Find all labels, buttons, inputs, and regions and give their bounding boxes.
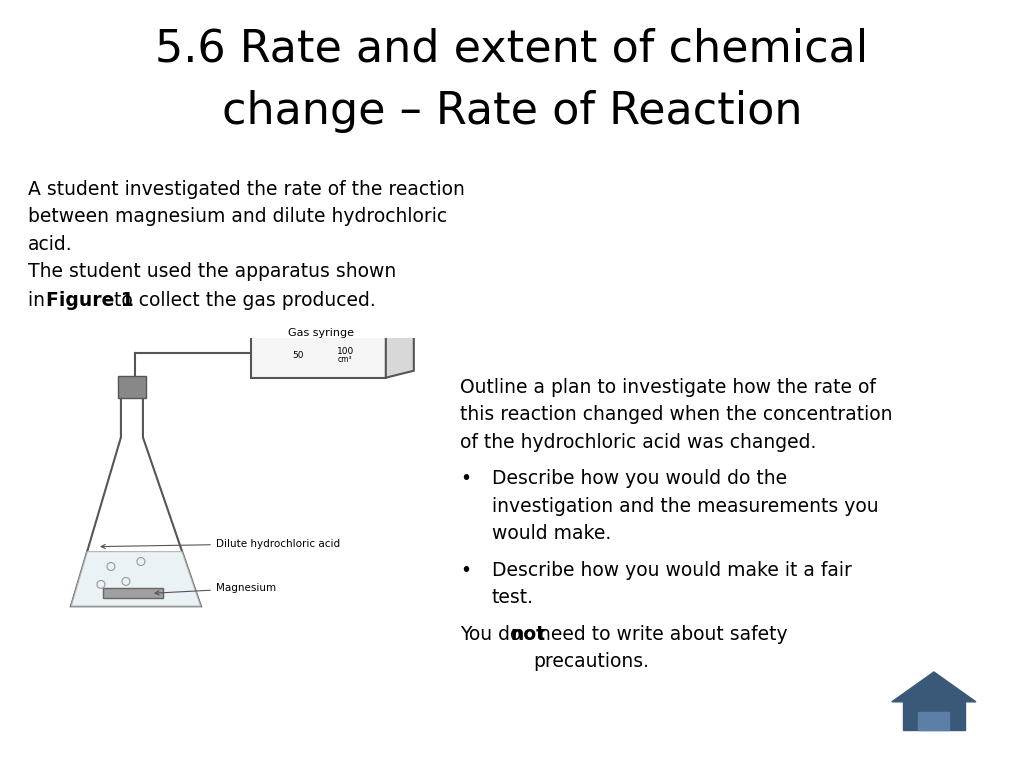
Text: not: not	[510, 624, 545, 644]
Text: Outline a plan to investigate how the rate of
this reaction changed when the con: Outline a plan to investigate how the ra…	[460, 378, 893, 452]
Polygon shape	[386, 328, 414, 378]
Text: •: •	[460, 561, 471, 580]
Text: in: in	[28, 291, 51, 310]
Text: Describe how you would make it a fair
test.: Describe how you would make it a fair te…	[492, 561, 852, 607]
Text: Figure 1: Figure 1	[46, 291, 134, 310]
Text: cm³: cm³	[338, 356, 352, 364]
Text: Describe how you would do the
investigation and the measurements you
would make.: Describe how you would do the investigat…	[492, 469, 879, 543]
Text: Magnesium: Magnesium	[155, 584, 276, 595]
Text: •: •	[460, 469, 471, 488]
Bar	[919, 712, 949, 730]
Bar	[251, 328, 386, 378]
Text: to collect the gas produced.: to collect the gas produced.	[108, 291, 376, 310]
Text: 100: 100	[337, 347, 354, 356]
Text: 50: 50	[293, 351, 304, 360]
Text: need to write about safety
precautions.: need to write about safety precautions.	[534, 624, 787, 671]
Text: Gas syringe: Gas syringe	[288, 328, 354, 338]
Text: A student investigated the rate of the reaction
between magnesium and dilute hyd: A student investigated the rate of the r…	[28, 180, 465, 281]
Text: 5.6 Rate and extent of chemical: 5.6 Rate and extent of chemical	[156, 28, 868, 71]
Text: Dilute hydrochloric acid: Dilute hydrochloric acid	[101, 538, 340, 548]
Bar	[103, 588, 163, 598]
Bar	[903, 700, 965, 730]
Polygon shape	[71, 551, 201, 606]
Polygon shape	[892, 672, 976, 702]
Bar	[118, 376, 146, 398]
Text: change – Rate of Reaction: change – Rate of Reaction	[222, 90, 802, 133]
Text: You do: You do	[460, 624, 527, 644]
